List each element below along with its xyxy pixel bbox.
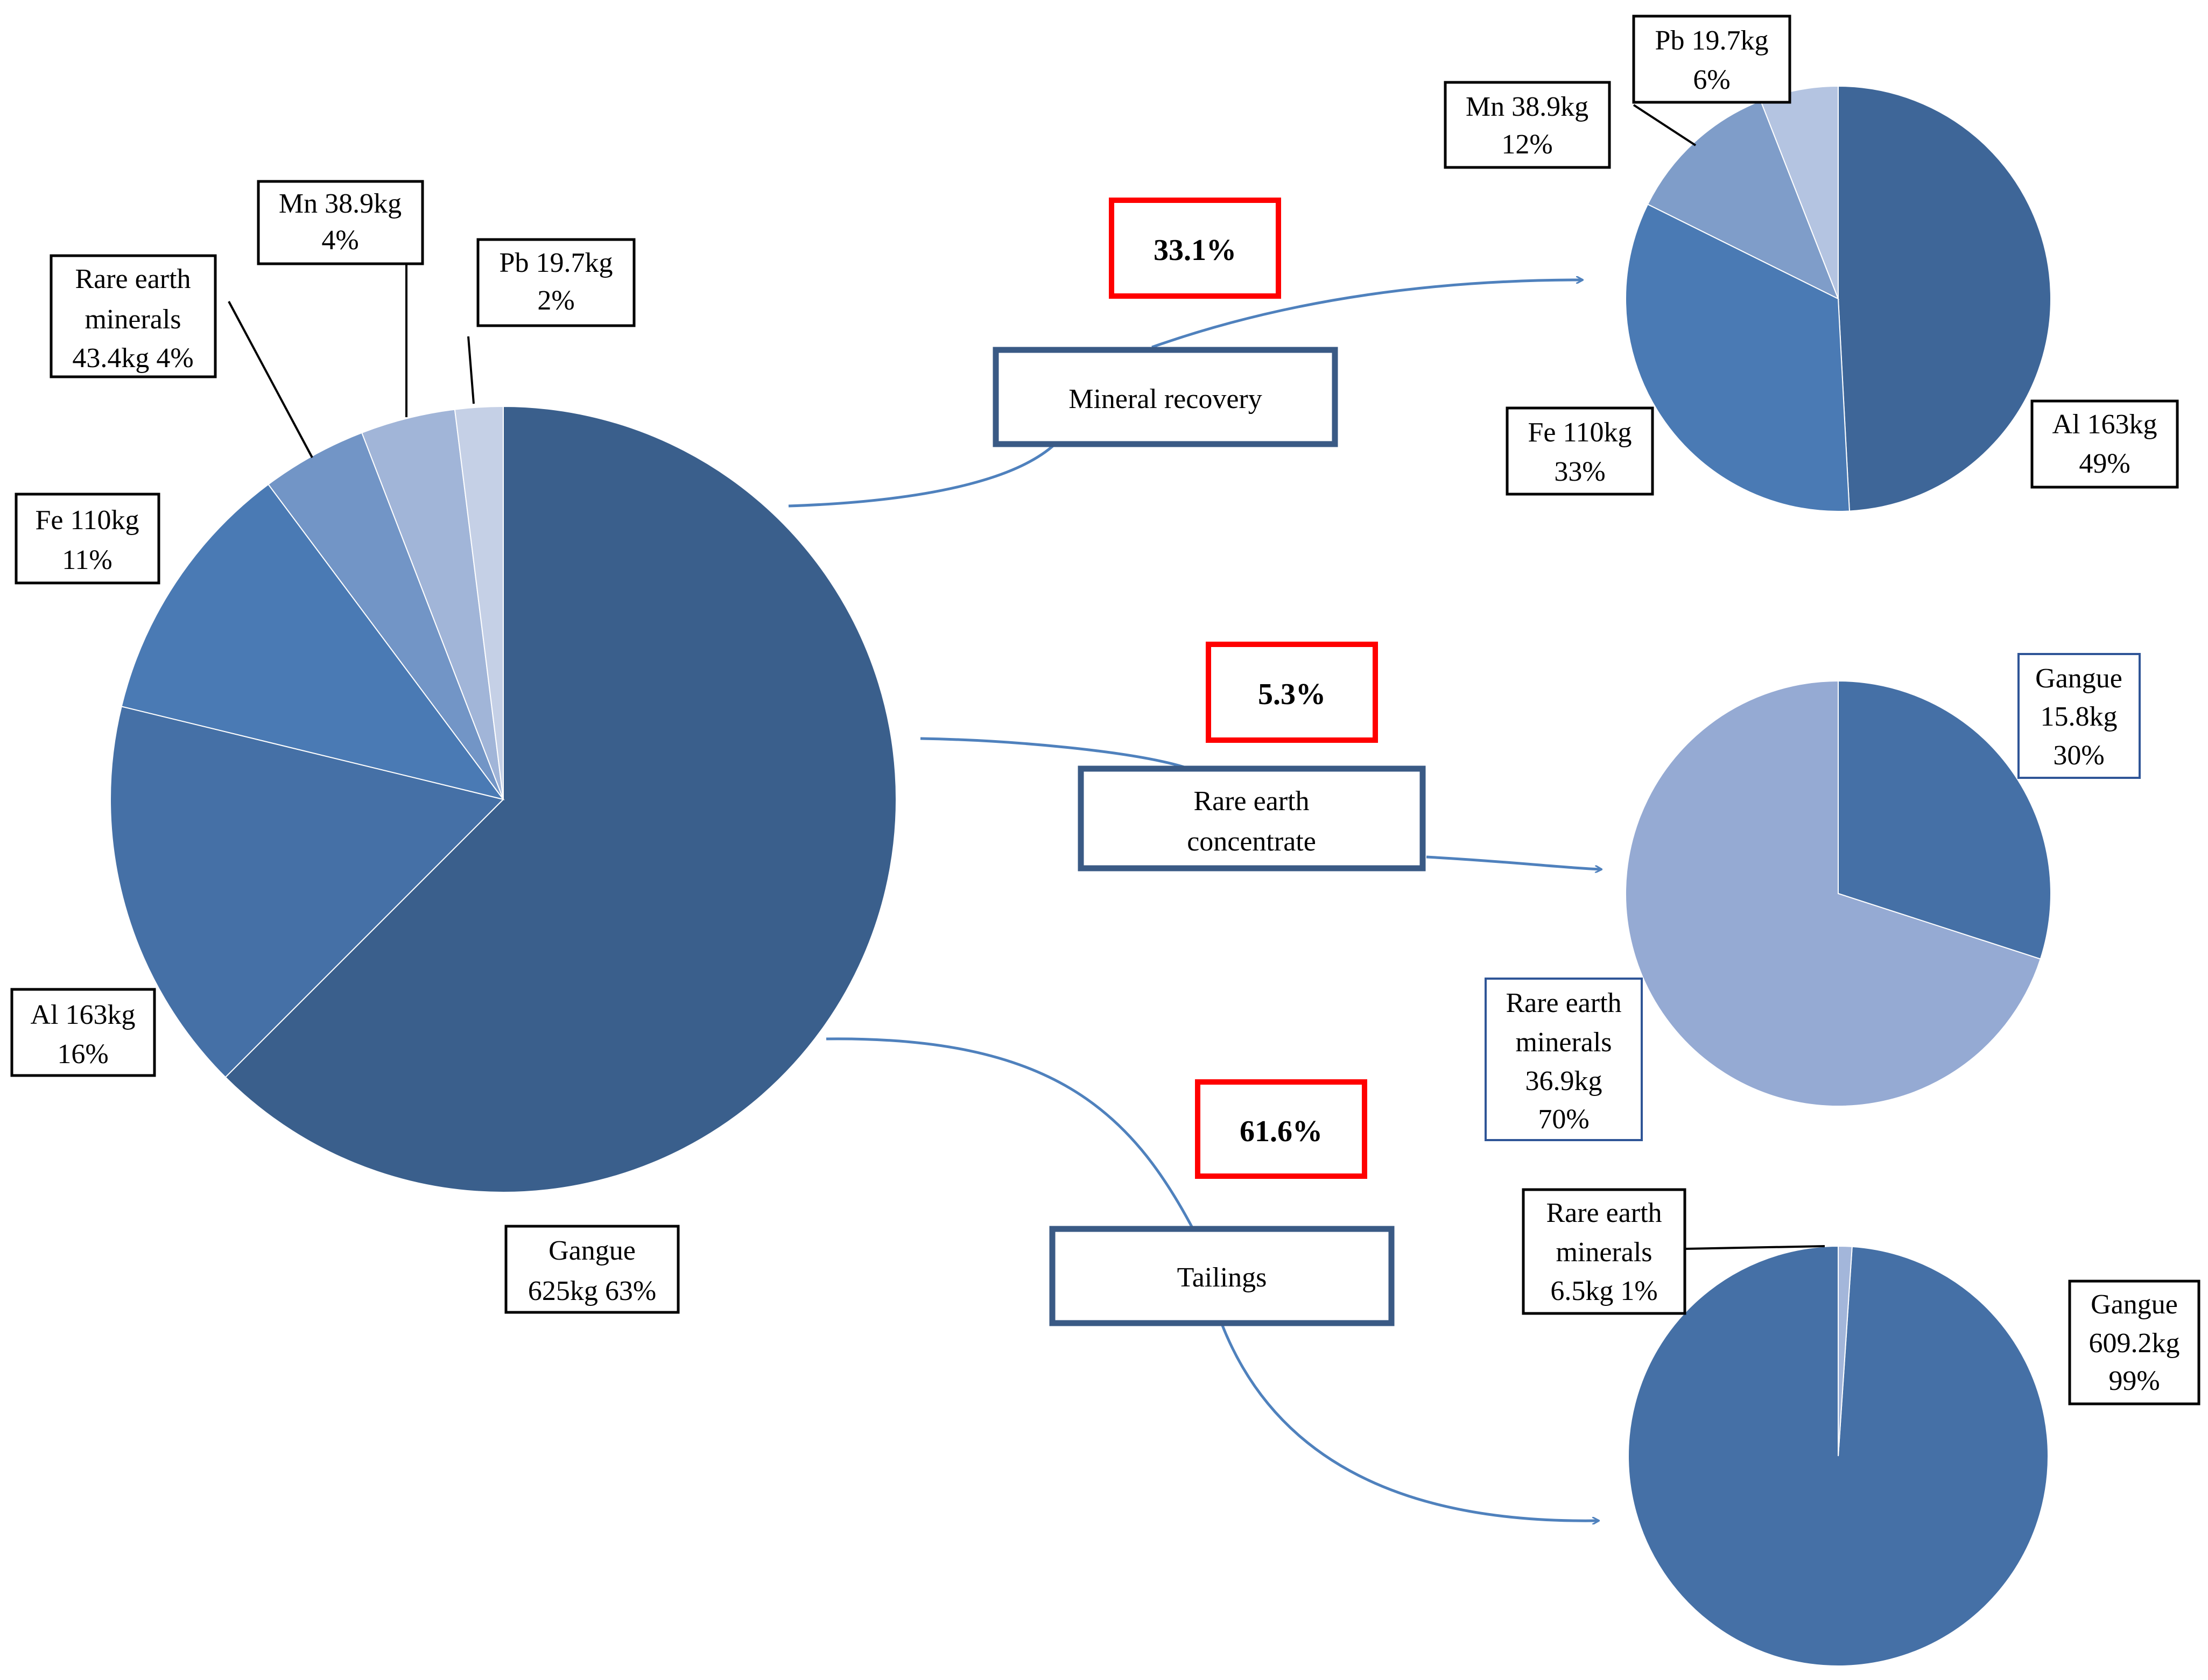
label-rare-earth-tailings-line2: minerals: [1556, 1237, 1652, 1268]
leader-lines: [228, 104, 1825, 1250]
label-rare-earth-main-line3: 43.4kg 4%: [72, 343, 193, 374]
label-mn-main-line2: 4%: [321, 225, 358, 256]
label-rare-earth-concentrate-line2: minerals: [1515, 1027, 1612, 1058]
tailings-pie: [1628, 1245, 2049, 1667]
mineral-recovery-pie-slice-fe: [1625, 203, 1851, 512]
flow-arrow-tailings: [826, 1037, 1599, 1521]
tailings-pie-slice-rare-earth-minerals: [1838, 1245, 1853, 1457]
share-mineral-recovery: 33.1%: [1154, 234, 1236, 267]
mineral-recovery-pie-slice-al: [1838, 85, 2051, 512]
main-pie-slice-rare-earth-minerals: [268, 432, 504, 800]
share-rare-earth-concentrate: 5.3%: [1258, 678, 1326, 711]
leader-line-rare-earth-tailings: [1684, 1245, 1825, 1250]
mineral-recovery-pie: [1625, 85, 2051, 512]
label-al-recovery-line2: 49%: [2079, 448, 2130, 479]
label-gangue-tailings-line3: 99%: [2108, 1366, 2160, 1396]
label-mn-recovery-line2: 12%: [1501, 129, 1552, 160]
stage-mineral-recovery: Mineral recovery: [1068, 384, 1262, 414]
label-fe-main-line1: Fe 110kg: [35, 505, 139, 536]
label-fe-recovery-line2: 33%: [1554, 456, 1605, 487]
label-rare-earth-tailings-line3: 6.5kg 1%: [1550, 1276, 1657, 1306]
stage-boxes: Mineral recovery Rare earth concentrate …: [993, 347, 1426, 1326]
concentrate-pie-labels: Gangue 15.8kg 30% Rare earth minerals 36…: [1485, 653, 2141, 1141]
stage-rare-earth-concentrate-line2: concentrate: [1187, 826, 1316, 857]
label-rare-earth-main-line1: Rare earth: [75, 264, 191, 294]
label-al-main-line1: Al 163kg: [31, 1000, 136, 1030]
label-rare-earth-main-line2: minerals: [85, 304, 181, 335]
concentrate-pie: [1625, 680, 2051, 1107]
share-boxes: 33.1% 5.3% 61.6%: [1109, 198, 1378, 1179]
main-pie-labels: Mn 38.9kg 4% Pb 19.7kg 2% Rare earth min…: [10, 180, 680, 1314]
leader-line-rare-earth: [228, 301, 313, 458]
mineral-recovery-pie-slice-mn: [1647, 100, 1839, 300]
label-rare-earth-concentrate-line3: 36.9kg: [1525, 1066, 1602, 1096]
label-pb-recovery-line2: 6%: [1693, 65, 1730, 95]
main-pie-slice-gangue: [224, 405, 897, 1193]
label-rare-earth-concentrate-line1: Rare earth: [1506, 988, 1621, 1018]
label-mn-main-line1: Mn 38.9kg: [279, 188, 402, 219]
share-tailings: 61.6%: [1240, 1115, 1323, 1148]
label-gangue-main-line2: 625kg 63%: [528, 1276, 656, 1306]
main-pie-slice-al: [110, 706, 504, 1078]
label-pb-recovery-line1: Pb 19.7kg: [1655, 25, 1769, 56]
leader-line-pb: [467, 336, 475, 404]
flow-arrows: [788, 280, 1601, 1521]
label-pb-main-line1: Pb 19.7kg: [500, 248, 613, 278]
recovery-pie-labels: Pb 19.7kg 6% Mn 38.9kg 12% Fe 110kg 33% …: [1444, 15, 2179, 496]
label-gangue-tailings-line2: 609.2kg: [2089, 1328, 2180, 1359]
stage-tailings: Tailings: [1177, 1262, 1267, 1293]
flow-arrow-rare-earth-concentrate: [920, 737, 1601, 869]
label-gangue-main-line1: Gangue: [549, 1235, 636, 1266]
label-gangue-concentrate-line2: 15.8kg: [2041, 701, 2118, 732]
label-rare-earth-tailings-line1: Rare earth: [1546, 1198, 1662, 1228]
concentrate-pie-slice-gangue: [1838, 680, 2051, 960]
label-fe-main-line2: 11%: [62, 545, 112, 575]
label-al-recovery-line1: Al 163kg: [2052, 409, 2157, 440]
leader-line-mn-recovery: [1633, 104, 1697, 146]
main-pie: [110, 405, 897, 1193]
main-pie-slice-fe: [121, 483, 505, 800]
stage-rare-earth-concentrate-line1: Rare earth: [1193, 786, 1309, 817]
main-pie-slice-pb: [454, 405, 504, 800]
label-fe-recovery-line1: Fe 110kg: [1528, 417, 1632, 448]
label-mn-recovery-line1: Mn 38.9kg: [1466, 92, 1588, 122]
tailings-pie-labels: Rare earth minerals 6.5kg 1% Gangue 609.…: [1522, 1188, 2200, 1405]
label-al-main-line2: 16%: [57, 1039, 108, 1070]
label-rare-earth-concentrate-line4: 70%: [1538, 1104, 1589, 1135]
label-gangue-concentrate-line1: Gangue: [2035, 663, 2122, 694]
label-gangue-tailings-line1: Gangue: [2091, 1289, 2178, 1320]
flow-arrow-mineral-recovery: [788, 280, 1583, 508]
label-pb-main-line2: 2%: [537, 285, 574, 316]
label-gangue-concentrate-line3: 30%: [2053, 740, 2104, 771]
concentrate-pie-slice-rare-earth-minerals: [1625, 680, 2042, 1107]
